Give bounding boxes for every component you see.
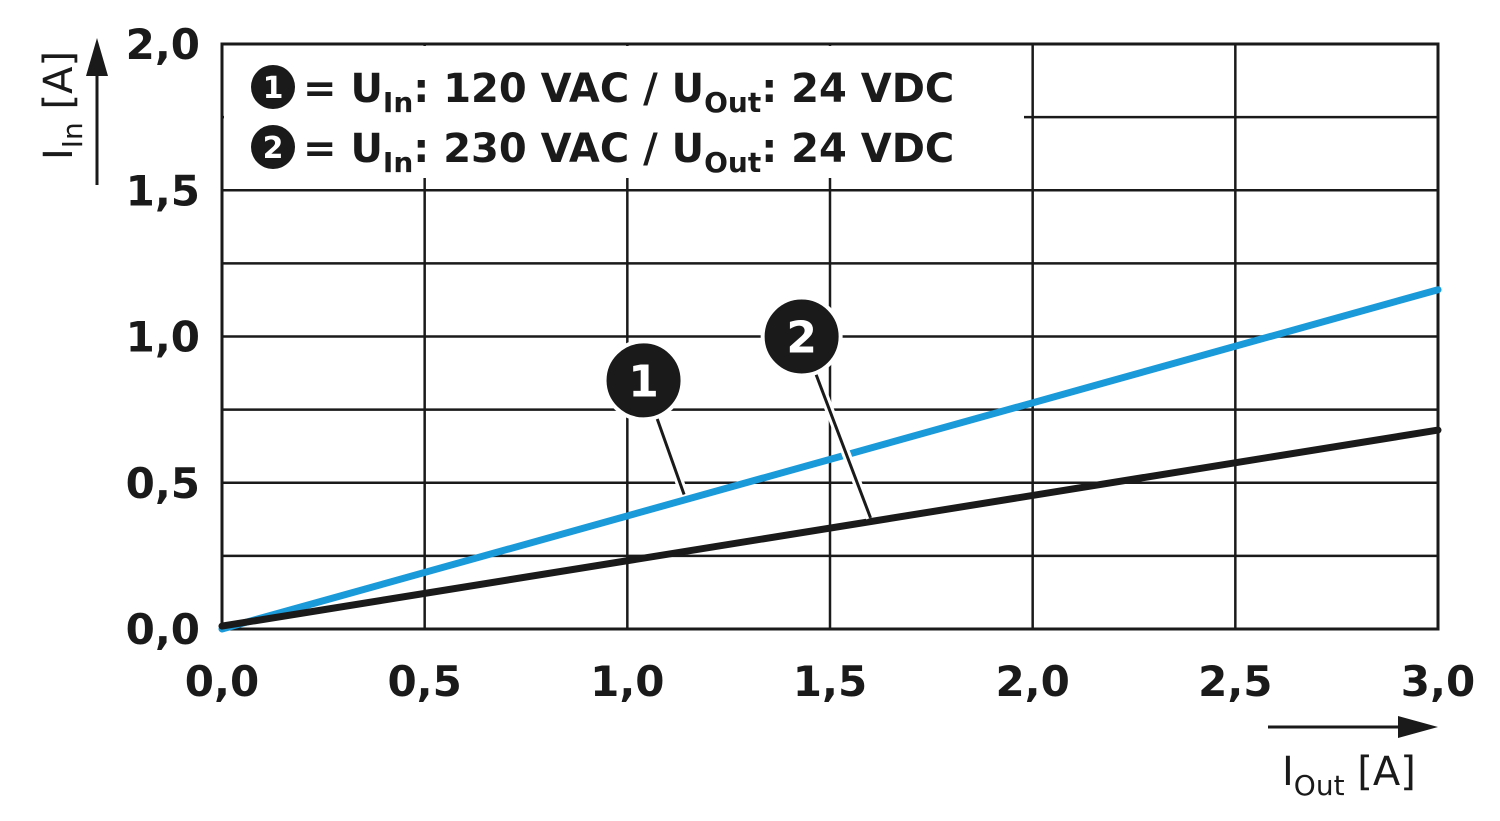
y-tick-label: 1,5: [126, 166, 200, 215]
y-tick-label: 0,0: [126, 605, 200, 654]
x-axis-arrow-head: [1398, 716, 1438, 738]
y-tick-label: 1,0: [126, 313, 200, 362]
callout-badge-label: 2: [786, 313, 817, 364]
x-tick-label: 1,5: [793, 657, 867, 706]
y-axis-arrow-head: [86, 38, 108, 76]
plot-frame: [220, 42, 1440, 631]
callout-badge-1: [602, 339, 685, 422]
legend-marker-label: 2: [263, 131, 284, 166]
legend-entry-1: = UIn: 120 VAC / UOut: 24 VDC: [303, 66, 954, 119]
callout-leader-1: [655, 417, 686, 495]
callout-badge-2: [760, 295, 843, 378]
y-tick-label: 2,0: [126, 20, 200, 69]
x-axis-label: IOut [A]: [1282, 749, 1416, 802]
x-tick-label: 3,0: [1401, 657, 1475, 706]
legend-entry-2: = UIn: 230 VAC / UOut: 24 VDC: [303, 126, 954, 179]
x-tick-label: 1,0: [590, 657, 664, 706]
legend-background: [224, 46, 1024, 178]
legend-marker-1: [251, 65, 295, 109]
x-tick-label: 2,5: [1198, 657, 1272, 706]
legend: 1 = UIn: 120 VAC / UOut: 24 VDC 2 = UIn: …: [224, 46, 1024, 179]
x-tick-label: 0,0: [185, 657, 259, 706]
y-tick-label: 0,5: [126, 459, 200, 508]
legend-marker-2: [251, 125, 295, 169]
y-axis-label: IIn [A]: [36, 51, 89, 160]
x-tick-label: 2,0: [995, 657, 1069, 706]
series-line-2: [218, 426, 1442, 630]
series-line-1: [218, 286, 1442, 633]
callout-badge-label: 1: [628, 356, 659, 407]
legend-marker-label: 1: [263, 71, 284, 106]
callout-leader-2: [814, 373, 872, 519]
x-tick-label: 0,5: [387, 657, 461, 706]
